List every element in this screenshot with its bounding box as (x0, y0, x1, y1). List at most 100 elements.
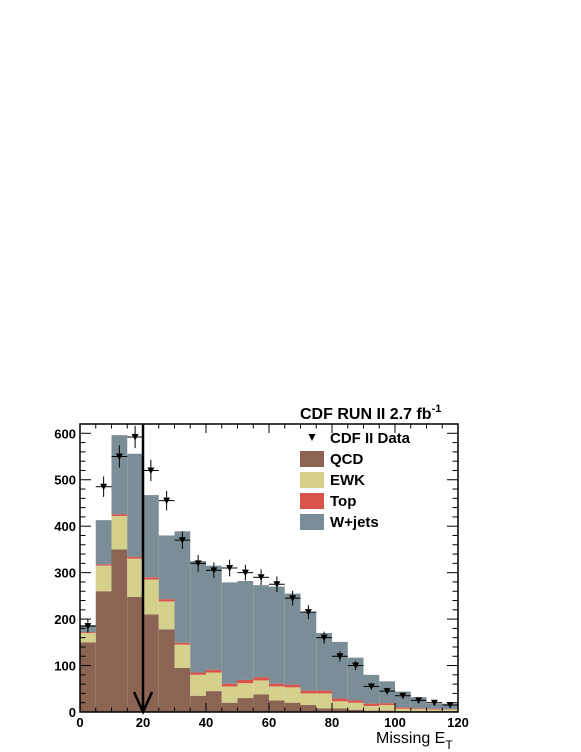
bar-w-jets (111, 435, 128, 515)
y-tick-label: 200 (54, 612, 76, 627)
bar-qcd (95, 591, 112, 712)
bar-top (316, 690, 332, 694)
bar-top (237, 679, 254, 684)
data-point (363, 683, 380, 690)
y-tick-label: 500 (54, 473, 76, 488)
bar-ewk (363, 705, 380, 711)
legend-item-top: Top (300, 493, 356, 510)
data-marker (289, 595, 297, 602)
stacked-histogram (80, 435, 458, 712)
bar-top (158, 599, 175, 602)
data-point (143, 459, 159, 482)
bar-qcd (111, 549, 128, 712)
data-marker (352, 662, 360, 670)
data-point (158, 490, 175, 511)
bar-w-jets (95, 520, 112, 565)
x-axis-title: Missing ET (376, 730, 453, 752)
x-tick-label: 100 (384, 715, 406, 730)
bar-top (300, 690, 317, 694)
bar-w-jets (300, 612, 317, 691)
bar-qcd (347, 709, 364, 712)
data-marker (100, 483, 108, 491)
bar-qcd (174, 667, 191, 712)
data-marker (320, 634, 328, 642)
bar-ewk (379, 705, 395, 711)
data-point (95, 476, 112, 497)
bar-top (347, 700, 364, 703)
data-marker (226, 565, 234, 572)
data-marker (415, 697, 423, 704)
bar-qcd (284, 702, 301, 712)
bar-ewk (206, 672, 222, 692)
bar-w-jets (221, 582, 238, 684)
data-point (316, 631, 332, 644)
bar-w-jets (206, 565, 222, 670)
bar-w-jets (269, 586, 285, 684)
legend-marker-data (308, 434, 316, 441)
data-point (111, 445, 128, 468)
bar-top (395, 707, 411, 709)
data-marker (241, 569, 249, 577)
cut-arrow (132, 424, 154, 716)
x-tick-label: 40 (199, 715, 213, 730)
data-point (253, 569, 269, 586)
bar-ewk (174, 644, 191, 668)
bar-w-jets (174, 531, 191, 643)
bar-ewk (80, 633, 96, 643)
bar-qcd (269, 700, 285, 712)
bar-w-jets (347, 657, 364, 701)
legend-item-ewk: EWK (300, 472, 365, 489)
legend-item-w-jets: W+jets (300, 514, 379, 531)
data-marker (115, 453, 123, 461)
bar-ewk (95, 565, 112, 592)
x-tick-label: 60 (262, 715, 276, 730)
bar-ewk (332, 701, 348, 709)
bar-w-jets (237, 581, 254, 680)
y-tick-label: 0 (69, 705, 76, 720)
legend-swatch-top (300, 493, 324, 509)
data-point (284, 590, 301, 606)
data-point (300, 605, 317, 620)
bar-qcd (221, 702, 238, 712)
data-marker (383, 688, 391, 695)
bar-top (332, 698, 348, 702)
data-point (174, 531, 191, 549)
bar-top (111, 514, 128, 516)
bar-qcd (127, 596, 143, 712)
data-marker (131, 434, 139, 441)
bar-ewk (426, 709, 443, 712)
bar-qcd (80, 642, 96, 712)
y-tick-label: 100 (54, 659, 76, 674)
bar-ewk (300, 693, 317, 706)
legend-item-qcd: QCD (300, 451, 364, 468)
data-point (127, 425, 143, 449)
chart-title: CDF RUN II 2.7 fb-1 (300, 403, 441, 423)
axes: 0 20 40 60 80 100 120 0 100 200 300 400 500 600 (54, 423, 469, 730)
bar-ewk (347, 702, 364, 710)
bar-qcd (332, 708, 348, 712)
data-marker (84, 623, 92, 630)
x-tick-label: 120 (447, 715, 469, 730)
legend-item-data: CDF II Data (308, 430, 411, 447)
x-tick-label: 20 (136, 715, 150, 730)
data-marker (257, 574, 265, 581)
data-marker (367, 683, 375, 690)
data-marker (194, 560, 202, 567)
bar-w-jets (284, 593, 301, 685)
data-point (269, 576, 285, 593)
data-marker (430, 699, 438, 707)
bar-top (206, 669, 222, 673)
legend-swatch-w-jets (300, 514, 324, 530)
x-tick-label: 0 (76, 715, 83, 730)
data-point (410, 697, 427, 704)
bar-ewk (395, 708, 411, 712)
data-point (395, 692, 411, 700)
y-tick-label: 600 (54, 426, 76, 441)
bar-top (127, 556, 143, 559)
bar-ewk (316, 693, 332, 709)
legend-label-ewk: EWK (330, 472, 365, 489)
bar-top (190, 672, 206, 675)
x-tick-label: 80 (325, 715, 339, 730)
bar-qcd (143, 614, 159, 712)
